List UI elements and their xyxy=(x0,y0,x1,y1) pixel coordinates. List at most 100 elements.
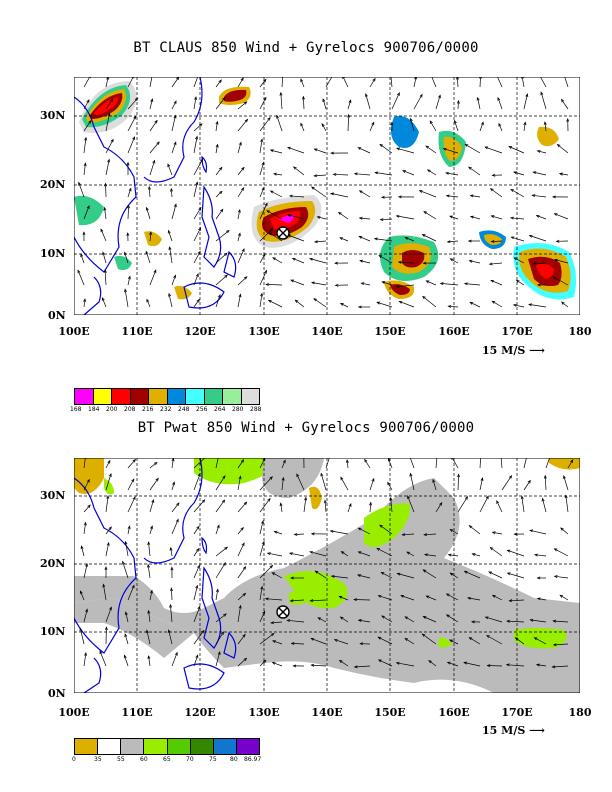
wind-vector xyxy=(359,260,371,264)
wind-vector xyxy=(490,279,503,286)
wind-vector xyxy=(167,163,173,176)
wind-vector-head xyxy=(345,459,349,463)
wind-vector-head xyxy=(102,251,105,256)
wind-vector-head xyxy=(449,639,453,643)
colorbar-label: 70 xyxy=(186,756,194,763)
wind-vector-head xyxy=(424,553,428,557)
wind-vector-head xyxy=(340,551,345,555)
wind-vector-head xyxy=(77,269,81,274)
wind-vector-head xyxy=(240,459,245,463)
wind-vector xyxy=(369,122,375,132)
wind-vector xyxy=(396,284,415,288)
wind-vector-head xyxy=(152,159,156,164)
wind-vector xyxy=(281,77,284,88)
wind-vector-head xyxy=(271,661,276,665)
wind-vector-head xyxy=(237,208,241,213)
colorbar-label: 86.97 xyxy=(244,756,262,763)
lon-label: 140E xyxy=(311,706,343,719)
wind-vector xyxy=(148,542,151,557)
wind-vector-head xyxy=(279,502,283,507)
colorbar-swatch xyxy=(167,389,186,404)
wind-vector xyxy=(105,526,112,535)
wind-vector-head xyxy=(201,499,206,503)
wind-vector-head xyxy=(263,78,267,83)
wind-vector-head xyxy=(264,202,268,207)
wind-vector-head xyxy=(317,617,322,621)
wind-vector xyxy=(171,652,178,667)
wind-vector-head xyxy=(529,529,534,533)
wind-vector xyxy=(339,660,349,667)
wind-vector-head xyxy=(304,496,308,501)
wind-vector xyxy=(127,188,132,198)
wind-vector xyxy=(404,638,415,645)
wind-vector xyxy=(237,542,245,557)
wind-vector xyxy=(485,616,503,623)
wind-vector xyxy=(427,169,437,176)
wind-vector xyxy=(440,283,459,286)
wind-vector xyxy=(237,77,244,88)
wind-vector xyxy=(259,293,263,308)
wind-vector xyxy=(559,173,569,176)
wind-vector-head xyxy=(339,616,344,620)
wind-vector xyxy=(315,570,327,579)
wind-vector-head xyxy=(449,215,453,219)
wind-vector-head xyxy=(267,116,271,121)
wind-vector-head xyxy=(197,564,200,569)
colorbar-label: 216 xyxy=(142,406,154,413)
wind-vector xyxy=(105,542,110,557)
wind-vector xyxy=(536,215,547,220)
gyre-marker xyxy=(276,226,290,240)
wind-vector xyxy=(523,458,527,469)
wind-vector-head xyxy=(223,613,227,617)
wind-vector-head xyxy=(103,269,107,273)
wind-vector xyxy=(290,599,305,602)
wind-vector xyxy=(435,95,441,110)
wind-vector-head xyxy=(447,553,452,557)
wind-vector xyxy=(424,554,437,557)
wind-vector xyxy=(237,294,241,308)
lon-label: 130E xyxy=(248,706,280,719)
wind-vector xyxy=(313,298,327,308)
wind-vector-head xyxy=(267,299,272,303)
wind-vector xyxy=(237,527,244,535)
wind-vector-head xyxy=(353,665,358,669)
wind-vector xyxy=(435,458,438,469)
colorbar-swatch xyxy=(149,389,168,404)
wind-vector xyxy=(340,303,349,308)
wind-vector-head xyxy=(313,148,318,152)
wind-vector-head xyxy=(145,629,149,634)
wind-vector xyxy=(273,173,283,176)
wind-vector xyxy=(215,167,223,176)
wind-vector-head xyxy=(134,97,139,102)
wind-vector-head xyxy=(359,642,364,646)
wind-vector xyxy=(259,79,267,88)
wind-vectors xyxy=(77,77,570,309)
wind-vector xyxy=(381,281,393,286)
wind-vector xyxy=(491,240,503,242)
wind-vector xyxy=(237,101,247,110)
wind-vector-head xyxy=(491,300,496,304)
wind-vector xyxy=(259,187,265,198)
wind-vector xyxy=(450,572,459,579)
wind-vector-head xyxy=(244,118,249,123)
wind-vector-head xyxy=(86,99,90,103)
wind-vector xyxy=(358,147,371,154)
wind-vector-head xyxy=(406,551,411,555)
wind-vector-head xyxy=(309,550,314,554)
wind-vector-head xyxy=(219,190,223,195)
wind-vector-head xyxy=(237,232,241,237)
wind-vector xyxy=(396,215,415,220)
wind-vector-head xyxy=(556,143,561,148)
wind-vector-head xyxy=(147,563,150,568)
wind-vector xyxy=(448,554,459,557)
wind-vector xyxy=(457,474,459,491)
lon-label: 100E xyxy=(58,325,90,338)
wind-vector-head xyxy=(124,540,128,545)
wind-vector-head xyxy=(554,258,558,262)
wind-vector-head xyxy=(445,171,449,175)
colorbar-swatch xyxy=(213,739,237,754)
wind-vector-head xyxy=(449,258,454,262)
wind-vector xyxy=(540,77,547,88)
wind-vector-head xyxy=(309,599,314,603)
wind-vector xyxy=(314,148,327,154)
